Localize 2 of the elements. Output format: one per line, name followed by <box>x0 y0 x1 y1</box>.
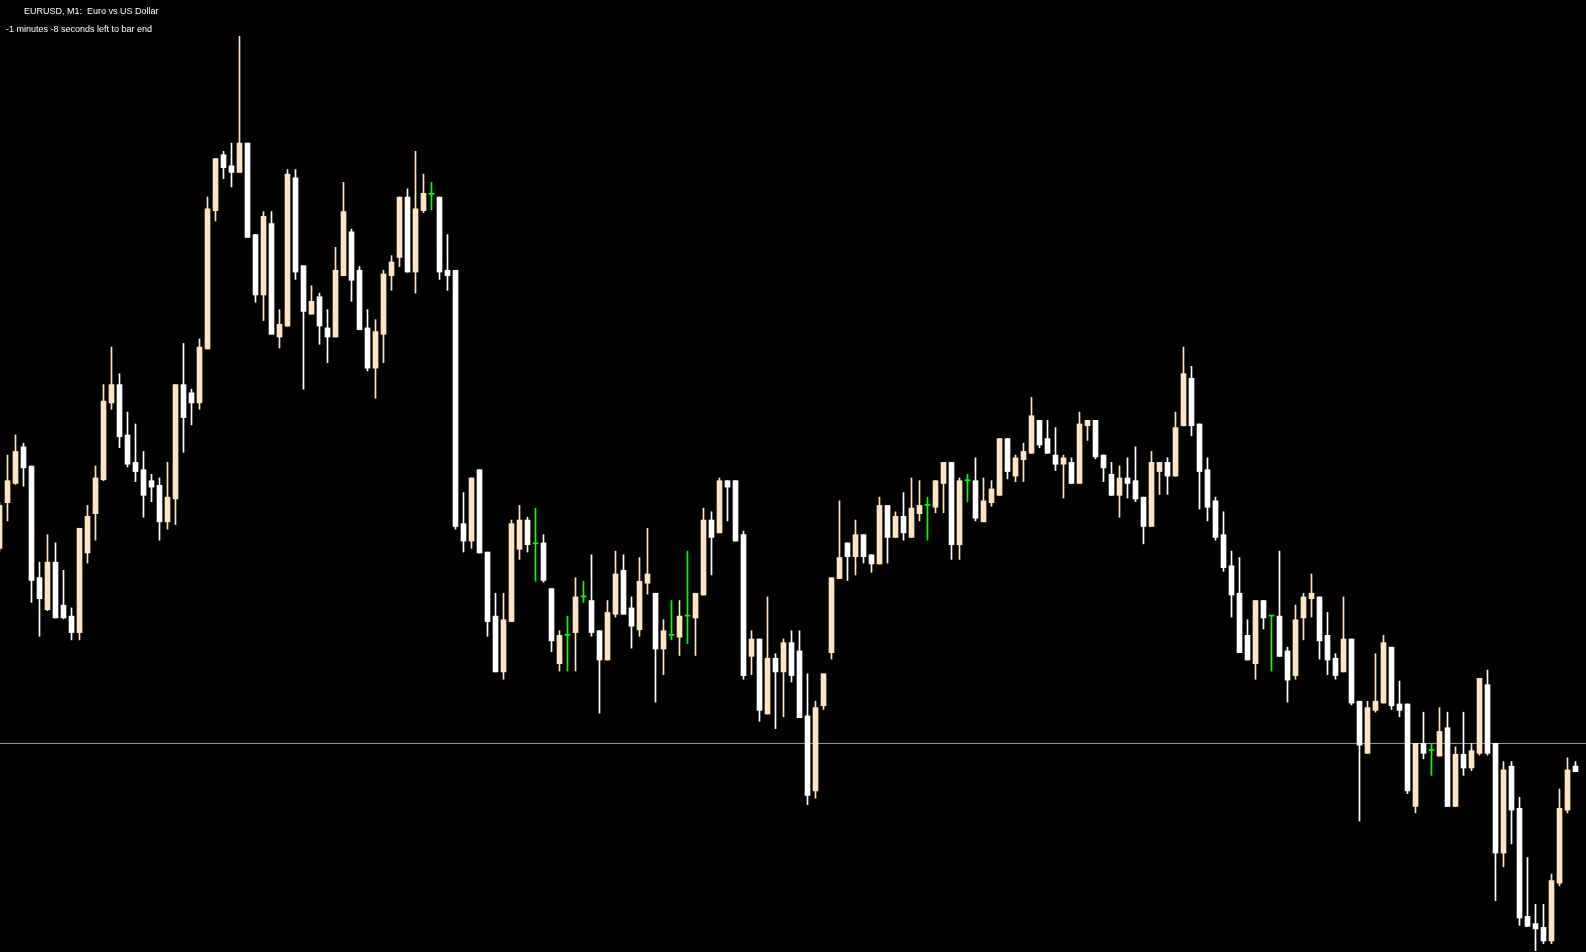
chart-title: EURUSD, M1: Euro vs US Dollar <box>24 6 159 17</box>
chart-subtitle: -1 minutes -8 seconds left to bar end <box>6 24 153 35</box>
